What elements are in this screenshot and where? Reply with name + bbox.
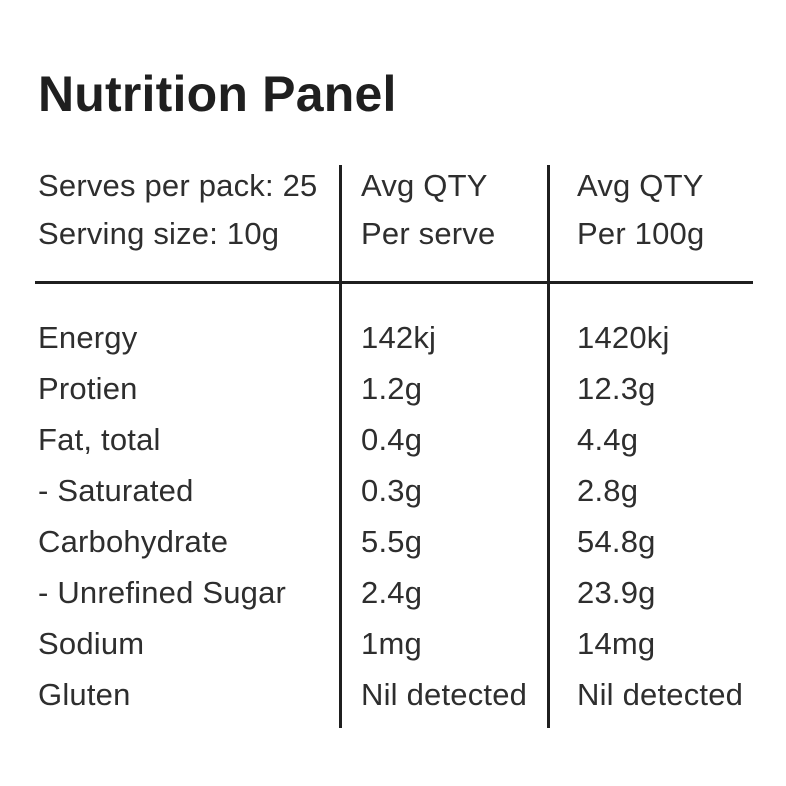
column-divider-1 xyxy=(339,165,342,728)
per-100g-value: 23.9g xyxy=(577,575,656,610)
per-serve-value: 0.4g xyxy=(361,422,423,457)
table-row: Sodium 1mg 14mg xyxy=(38,618,753,669)
per-100g-value: 2.8g xyxy=(577,473,639,508)
table-row: Protien 1.2g 12.3g xyxy=(38,363,753,414)
avg-qty-per-serve-label: Avg QTY xyxy=(361,168,488,203)
nutrient-label: - Unrefined Sugar xyxy=(38,575,287,610)
nutrient-label: Fat, total xyxy=(38,422,161,457)
per-serve-value: 2.4g xyxy=(361,575,423,610)
per-100g-value: 4.4g xyxy=(577,422,639,457)
header-divider xyxy=(35,281,753,284)
per-100g-value: 1420kj xyxy=(577,320,670,355)
per-100g-value: 14mg xyxy=(577,626,656,661)
nutrient-label: - Saturated xyxy=(38,473,194,508)
table-row: Energy 142kj 1420kj xyxy=(38,312,753,363)
per-serve-value: 142kj xyxy=(361,320,437,355)
table-row: - Saturated 0.3g 2.8g xyxy=(38,465,753,516)
per-serve-value: 5.5g xyxy=(361,524,423,559)
per-serve-label: Per serve xyxy=(361,216,496,251)
column-divider-2 xyxy=(547,165,550,728)
table-body: Energy 142kj 1420kj Protien 1.2g 12.3g F… xyxy=(38,312,753,720)
table-row: Fat, total 0.4g 4.4g xyxy=(38,414,753,465)
header-per-100g-column: Avg QTY Per 100g xyxy=(577,162,753,258)
page-title: Nutrition Panel xyxy=(38,66,397,122)
per-100g-value: Nil detected xyxy=(577,677,744,712)
header-per-serve-column: Avg QTY Per serve xyxy=(361,162,577,258)
table-row: - Unrefined Sugar 2.4g 23.9g xyxy=(38,567,753,618)
per-serve-value: 1mg xyxy=(361,626,422,661)
table-header: Serves per pack: 25 Serving size: 10g Av… xyxy=(38,162,753,258)
nutrient-label: Protien xyxy=(38,371,138,406)
per-100g-value: 12.3g xyxy=(577,371,656,406)
serves-per-pack: Serves per pack: 25 xyxy=(38,168,318,203)
per-serve-value: 0.3g xyxy=(361,473,423,508)
nutrient-label: Carbohydrate xyxy=(38,524,229,559)
per-100g-value: 54.8g xyxy=(577,524,656,559)
nutrient-label: Gluten xyxy=(38,677,131,712)
nutrient-label: Energy xyxy=(38,320,138,355)
table-row: Carbohydrate 5.5g 54.8g xyxy=(38,516,753,567)
per-serve-value: Nil detected xyxy=(361,677,528,712)
per-100g-label: Per 100g xyxy=(577,216,705,251)
avg-qty-per-100g-label: Avg QTY xyxy=(577,168,704,203)
header-nutrient-column: Serves per pack: 25 Serving size: 10g xyxy=(38,162,361,258)
serving-size: Serving size: 10g xyxy=(38,216,280,251)
per-serve-value: 1.2g xyxy=(361,371,423,406)
nutrient-label: Sodium xyxy=(38,626,145,661)
table-row: Gluten Nil detected Nil detected xyxy=(38,669,753,720)
